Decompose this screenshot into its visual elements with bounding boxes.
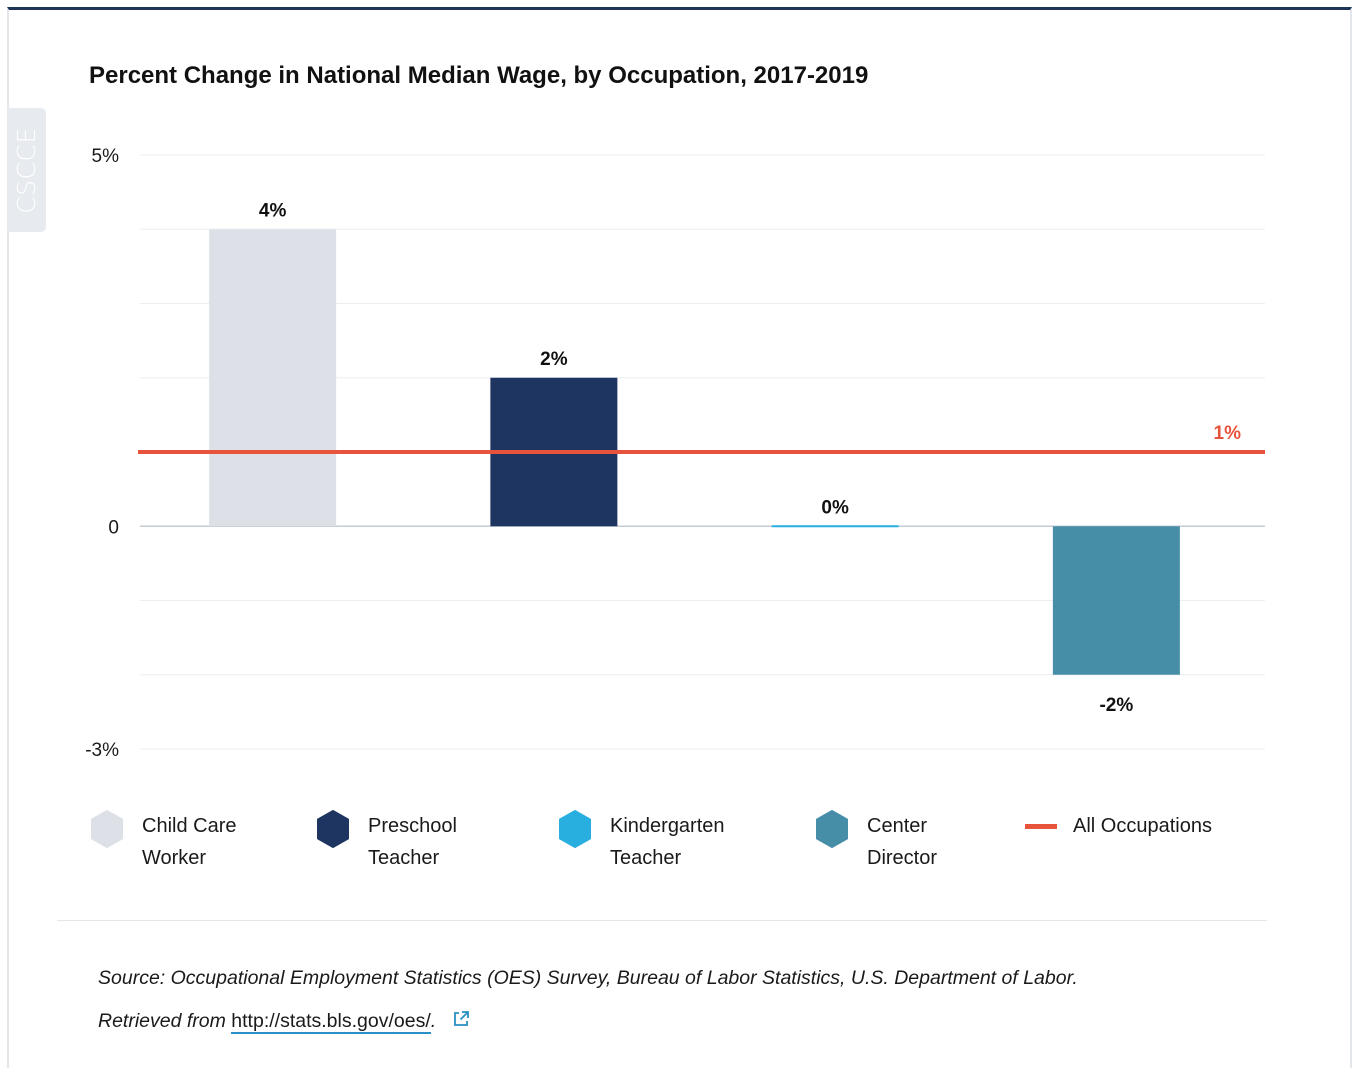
divider bbox=[57, 920, 1267, 921]
source-suffix: . bbox=[430, 1010, 437, 1032]
bar-value-label: 2% bbox=[540, 349, 568, 370]
legend-label-line2: Teacher bbox=[610, 847, 682, 869]
chart-frame bbox=[7, 7, 1352, 1068]
data-labels: 4% 2% 0% -2% bbox=[259, 200, 1133, 716]
bar-value-label: -2% bbox=[1099, 695, 1133, 716]
hexagon-swatch-icon bbox=[816, 810, 848, 848]
reference-line-group: 1% bbox=[138, 423, 1265, 454]
legend-item-child-care-worker[interactable]: Child Care Worker bbox=[90, 810, 236, 874]
legend-item-center-director[interactable]: Center Director bbox=[815, 810, 937, 874]
y-axis-ticks: 5% 0 -3% bbox=[85, 146, 119, 761]
y-tick-label: 0 bbox=[108, 517, 119, 538]
chart-title: Percent Change in National Median Wage, … bbox=[89, 62, 869, 89]
source-note: Source: Occupational Employment Statisti… bbox=[98, 957, 1298, 1043]
source-text: Source: Occupational Employment Statisti… bbox=[98, 967, 1078, 989]
legend-item-kindergarten-teacher[interactable]: Kindergarten Teacher bbox=[558, 810, 725, 874]
legend-label-line2: Teacher bbox=[368, 847, 440, 869]
watermark-logo: CSCCE bbox=[7, 108, 46, 232]
source-retrieved-label: Retrieved from bbox=[98, 1010, 226, 1032]
hexagon-swatch-icon bbox=[317, 810, 349, 848]
source-link[interactable]: http://stats.bls.gov/oes/ bbox=[231, 1010, 431, 1034]
reference-line-label: 1% bbox=[1214, 423, 1242, 444]
legend-label-line1: Center bbox=[867, 815, 928, 837]
hexagon-swatch-icon bbox=[559, 810, 591, 848]
legend-label: Preschool Teacher bbox=[368, 810, 457, 874]
y-tick-label: 5% bbox=[92, 146, 120, 167]
legend-label-line2: Worker bbox=[142, 847, 207, 869]
legend-label: Kindergarten Teacher bbox=[610, 810, 725, 874]
bar bbox=[209, 229, 337, 527]
line-swatch-icon bbox=[1025, 824, 1057, 829]
bar-value-label: 0% bbox=[821, 497, 849, 518]
legend-label: Center Director bbox=[867, 810, 937, 874]
legend-item-preschool-teacher[interactable]: Preschool Teacher bbox=[316, 810, 457, 874]
legend-label: Child Care Worker bbox=[142, 810, 236, 874]
legend-label-line1: Preschool bbox=[368, 815, 457, 837]
bar-chart: 1% 4% 2% 0% -2% 5% 0 -3% bbox=[85, 146, 1265, 761]
legend-item-all-occupations[interactable]: All Occupations bbox=[1025, 810, 1212, 842]
legend-label-line1: Kindergarten bbox=[610, 815, 725, 837]
hexagon-swatch-icon bbox=[91, 810, 123, 848]
legend-label-line2: Director bbox=[867, 847, 938, 869]
y-tick-label: -3% bbox=[85, 740, 119, 761]
legend-label: All Occupations bbox=[1073, 810, 1212, 842]
source-retrieved-line: Retrieved from http://stats.bls.gov/oes/… bbox=[98, 1000, 1298, 1043]
external-link-icon[interactable] bbox=[452, 1010, 470, 1028]
bar bbox=[1052, 526, 1180, 675]
legend-label-line1: All Occupations bbox=[1073, 815, 1212, 837]
bar bbox=[771, 525, 899, 528]
bar-value-label: 4% bbox=[259, 200, 287, 221]
legend-label-line1: Child Care bbox=[142, 815, 237, 837]
